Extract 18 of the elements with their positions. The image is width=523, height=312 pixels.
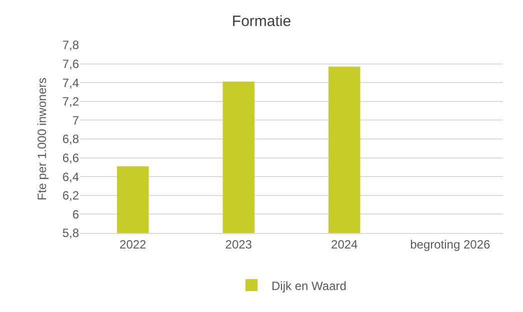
legend-label: Dijk en Waard xyxy=(272,278,346,293)
x-tick-label: 2024 xyxy=(331,237,358,252)
chart-title: Formatie xyxy=(232,13,292,30)
x-tick-label: begroting 2026 xyxy=(410,237,490,252)
y-tick-label: 7,6 xyxy=(62,57,80,71)
y-tick-label: 6,2 xyxy=(62,188,80,203)
y-tick-label: 6,4 xyxy=(62,170,80,184)
y-tick-label: 7,8 xyxy=(62,38,80,52)
y-tick-label: 6 xyxy=(72,207,80,222)
y-tick-label: 7,2 xyxy=(62,94,80,109)
y-tick-label: 7 xyxy=(72,113,80,128)
y-tick-label: 7,4 xyxy=(62,76,80,90)
y-tick-label: 6,6 xyxy=(62,151,80,165)
y-tick-label: 6,8 xyxy=(62,132,80,146)
x-tick-label: 2023 xyxy=(225,237,252,252)
x-tick-label: 2022 xyxy=(120,237,147,252)
y-tick-label: 5,8 xyxy=(62,226,80,240)
y-axis-title: Fte per 1.000 inwoners xyxy=(35,78,49,200)
